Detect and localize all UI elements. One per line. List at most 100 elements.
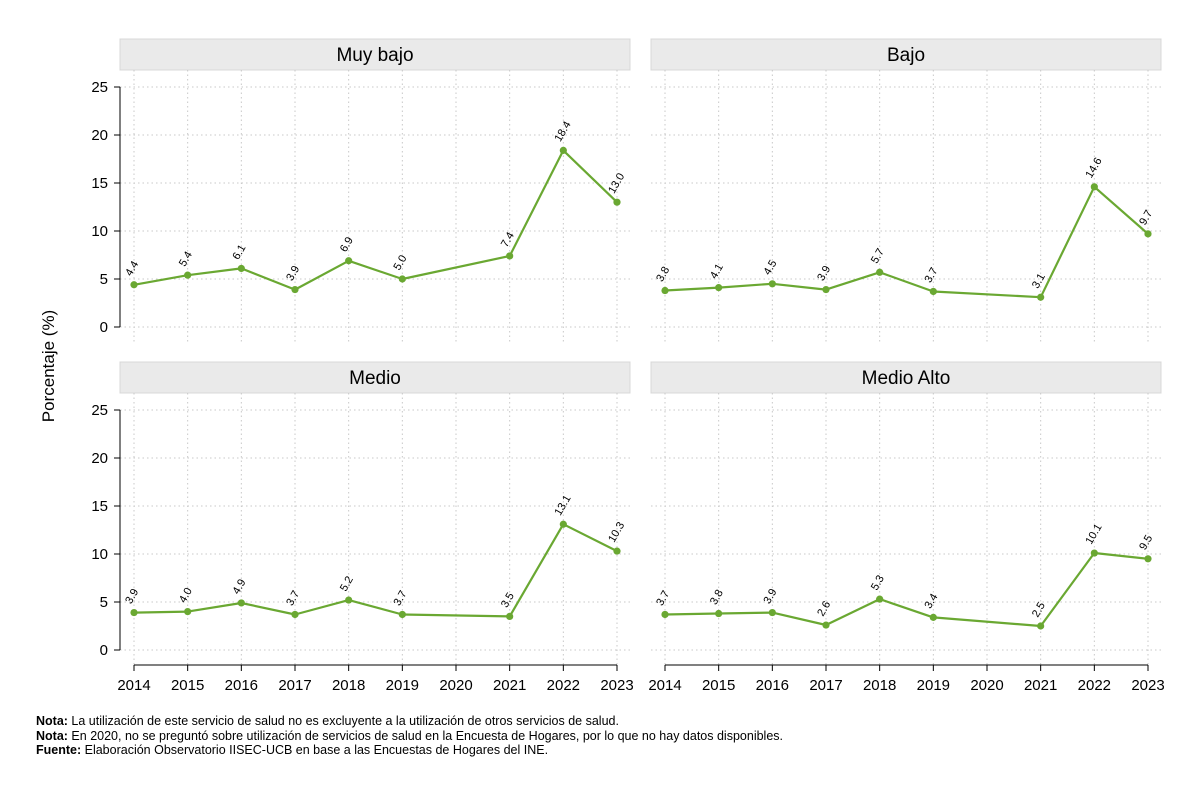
x-tick-label: 2021 [493, 677, 526, 694]
data-label: 3.8 [654, 265, 672, 284]
data-label: 3.7 [284, 589, 302, 608]
data-point [768, 280, 776, 288]
y-tick-label: 10 [91, 223, 108, 240]
x-tick-label: 2017 [809, 677, 842, 694]
series-line [133, 523, 618, 618]
data-point [1144, 230, 1152, 238]
data-label: 5.4 [177, 249, 195, 268]
data-point [715, 609, 723, 618]
series-line [664, 551, 1149, 628]
y-tick-label: 20 [91, 450, 108, 467]
x-tick-label: 2019 [917, 677, 950, 694]
data-label: 3.9 [762, 587, 780, 606]
panel-title: Medio Alto [862, 368, 951, 389]
data-point [345, 257, 353, 265]
data-point [1037, 622, 1045, 630]
data-point [1037, 293, 1045, 301]
series-line [133, 149, 618, 291]
data-label: 4.4 [123, 259, 141, 278]
x-tick-label: 2016 [225, 677, 258, 694]
note-1: Nota: La utilización de este servicio de… [36, 714, 783, 729]
y-tick-label: 5 [100, 271, 108, 288]
data-point [661, 286, 669, 295]
data-label: 4.1 [708, 262, 726, 281]
x-tick-label: 2020 [970, 677, 1003, 694]
x-tick-label: 2017 [278, 677, 311, 694]
x-tick-label: 2019 [386, 677, 419, 694]
panel-header [650, 38, 1162, 71]
data-point [1144, 555, 1152, 563]
y-axis-label: Porcentaje (%) [39, 310, 58, 422]
y-tick-label: 0 [100, 642, 108, 659]
data-label: 3.9 [284, 264, 302, 283]
data-point [398, 275, 406, 283]
chart: Porcentaje (%) Muy bajo 0 5 10 15 20 25 4.4 5.4 6… [39, 38, 1165, 694]
x-tick-label: 2015 [171, 677, 204, 694]
data-point [237, 599, 245, 607]
y-tick-label: 10 [91, 546, 108, 563]
y-tick-label: 25 [91, 402, 108, 419]
data-point [822, 621, 830, 629]
data-point [506, 252, 514, 260]
data-label: 3.7 [923, 266, 941, 285]
data-label: 3.9 [123, 587, 141, 606]
data-label: 3.7 [654, 589, 672, 608]
y-tick-label: 15 [91, 498, 108, 515]
x-tick-label: 2023 [1131, 677, 1164, 694]
panel-4: Medio Alto 2014 2015 2016 2017 2018 2019 2020 20… [648, 361, 1165, 694]
x-tick-label: 2015 [702, 677, 735, 694]
data-point [184, 271, 192, 279]
source-text: Elaboración Observatorio IISEC-UCB en ba… [81, 743, 549, 757]
data-point [1090, 549, 1098, 557]
data-point [876, 268, 884, 276]
x-tick-label: 2023 [600, 677, 633, 694]
panel-header [650, 361, 1162, 394]
data-label: 2.5 [1030, 600, 1048, 619]
x-tick-label: 2022 [547, 677, 580, 694]
data-label: 3.4 [923, 592, 941, 611]
note-1-label: Nota: [36, 714, 68, 728]
x-tick-label: 2016 [756, 677, 789, 694]
x-tick-label: 2018 [863, 677, 896, 694]
data-point [345, 596, 353, 604]
data-label: 4.5 [762, 258, 780, 277]
data-label: 10.1 [1084, 522, 1105, 547]
panel-title: Muy bajo [336, 45, 413, 66]
x-tick-label: 2018 [332, 677, 365, 694]
data-point [929, 613, 937, 621]
data-point [184, 608, 192, 616]
x-tick-label: 2014 [117, 677, 150, 694]
y-tick-label: 15 [91, 175, 108, 192]
data-point [715, 284, 723, 292]
data-point [613, 198, 621, 206]
source-label: Fuente: [36, 743, 82, 757]
data-label: 6.9 [338, 235, 356, 254]
note-2-text: En 2020, no se preguntó sobre utilizació… [67, 728, 783, 743]
source-note: Fuente: Elaboración Observatorio IISEC-U… [36, 743, 783, 758]
data-label: 3.9 [815, 264, 833, 283]
data-point [929, 287, 937, 296]
data-label: 10.3 [606, 520, 627, 545]
data-point [291, 610, 299, 619]
data-label: 9.5 [1137, 533, 1155, 552]
data-label: 4.9 [231, 577, 249, 596]
data-point [1090, 183, 1098, 191]
y-tick-label: 0 [100, 319, 108, 336]
note-2: Nota: En 2020, no se preguntó sobre util… [36, 729, 783, 744]
data-point [768, 608, 776, 617]
y-tick-label: 5 [100, 594, 108, 611]
data-point [398, 610, 406, 619]
data-label: 5.7 [869, 247, 887, 266]
data-point [559, 520, 567, 528]
data-label: 5.3 [869, 573, 887, 592]
series-line [664, 185, 1149, 299]
panel-header [119, 361, 631, 394]
x-tick-label: 2021 [1024, 677, 1057, 694]
data-point [613, 547, 621, 555]
x-tick-label: 2020 [439, 677, 472, 694]
note-1-text: La utilización de este servicio de salud… [67, 714, 619, 728]
y-tick-label: 25 [91, 79, 108, 96]
data-label: 5.0 [392, 253, 410, 272]
data-label: 6.1 [231, 243, 249, 262]
